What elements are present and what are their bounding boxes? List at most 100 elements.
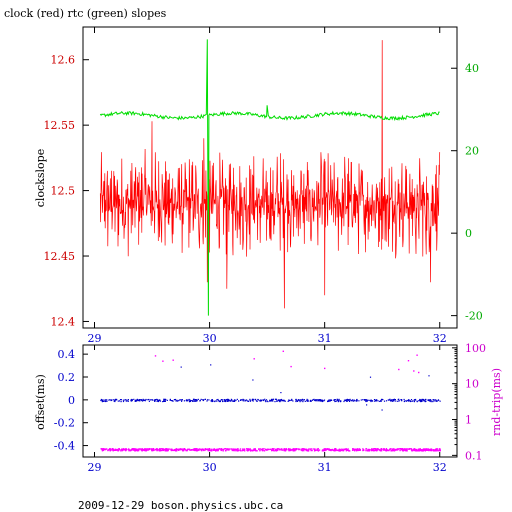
- offset-point: [306, 398, 308, 400]
- rnd-trip-point: [144, 448, 147, 450]
- rnd-trip-point: [103, 448, 105, 451]
- offset-point: [289, 400, 291, 402]
- rnd-trip-point: [117, 448, 120, 450]
- rnd-trip-point: [260, 448, 262, 451]
- offset-point: [260, 400, 262, 402]
- rnd-trip-point: [171, 448, 173, 450]
- offset-point: [139, 400, 141, 402]
- rnd-trip-point: [189, 449, 191, 451]
- offset-point: [343, 400, 345, 403]
- rnd-trip-point: [132, 448, 134, 451]
- bottom-right-axis: 0.1 1 10 100: [452, 342, 486, 462]
- rnd-trip-point: [434, 449, 436, 452]
- offset-point: [149, 399, 151, 401]
- rnd-trip-point: [340, 449, 342, 451]
- rnd-trip-point: [159, 448, 161, 450]
- rnd-trip-point: [194, 448, 197, 450]
- rnd-trip-point: [143, 448, 145, 450]
- offset-point: [180, 399, 182, 401]
- rnd-trip-point: [343, 448, 345, 450]
- rnd-trip-point: [120, 450, 122, 452]
- offset-point: [280, 400, 282, 402]
- offset-point: [406, 399, 408, 402]
- offset-point: [155, 399, 157, 401]
- offset-point: [432, 401, 434, 403]
- top-x-tick-label: 29: [88, 332, 102, 345]
- offset-point: [102, 399, 104, 401]
- rnd-trip-point: [283, 449, 285, 452]
- offset-point: [127, 400, 129, 402]
- rnd-trip-point: [196, 448, 198, 450]
- offset-point: [295, 400, 297, 403]
- rnd-trip-point: [323, 449, 326, 452]
- rnd-trip-point: [359, 449, 361, 451]
- rnd-trip-point: [211, 448, 213, 450]
- bottom-left-tick-label: 0.2: [58, 371, 76, 384]
- rnd-trip-point: [346, 448, 348, 451]
- rnd-trip-point: [246, 448, 248, 450]
- rnd-trip-point: [339, 449, 342, 452]
- offset-point: [126, 400, 128, 402]
- rnd-trip-point: [423, 449, 425, 451]
- rnd-trip-point: [172, 449, 174, 451]
- offset-point: [212, 399, 214, 402]
- rnd-trip-point: [113, 449, 115, 451]
- offset-point: [269, 400, 271, 402]
- rnd-trip-point: [394, 448, 396, 450]
- offset-point: [114, 400, 116, 403]
- offset-point: [345, 399, 347, 401]
- rnd-trip-point: [315, 449, 317, 451]
- offset-point: [152, 399, 154, 401]
- offset-point: [265, 401, 267, 403]
- offset-point: [139, 399, 141, 401]
- offset-point: [376, 399, 378, 401]
- rnd-trip-point: [328, 449, 330, 451]
- offset-point: [212, 400, 214, 402]
- rnd-trip-point: [102, 448, 104, 450]
- offset-point: [379, 400, 381, 402]
- offset-point: [266, 400, 268, 402]
- rnd-trip-point: [352, 448, 355, 450]
- rnd-trip-point: [305, 448, 307, 451]
- offset-point: [163, 400, 165, 402]
- offset-point: [262, 399, 264, 401]
- rnd-trip-point: [194, 449, 197, 451]
- rnd-trip-point: [339, 448, 341, 451]
- bottom-left-tick-label: -0.2: [54, 417, 75, 430]
- rnd-trip-point: [134, 449, 137, 451]
- rnd-trip-point: [338, 448, 341, 450]
- rnd-trip-point: [253, 448, 255, 450]
- rnd-trip-point: [437, 450, 439, 452]
- offset-point: [142, 400, 144, 402]
- rnd-trip-point: [187, 448, 189, 451]
- rnd-trip-point: [180, 448, 182, 451]
- rnd-trip-point: [115, 449, 117, 451]
- rnd-trip-point: [201, 448, 204, 451]
- offset-point: [376, 399, 378, 402]
- offset-point: [125, 400, 127, 402]
- rnd-trip-point: [407, 360, 410, 362]
- rnd-trip-point: [324, 367, 326, 370]
- offset-point: [401, 400, 403, 402]
- rnd-trip-point: [223, 448, 225, 450]
- offset-point: [225, 400, 227, 402]
- rnd-trip-point: [314, 449, 316, 451]
- offset-point: [246, 400, 248, 402]
- rnd-trip-point: [192, 449, 195, 451]
- rnd-trip-point: [421, 449, 424, 451]
- offset-point: [196, 399, 198, 401]
- offset-point: [164, 398, 166, 400]
- rnd-trip-point: [269, 448, 272, 450]
- rnd-trip-point: [254, 448, 256, 450]
- rnd-trip-point: [186, 449, 188, 452]
- offset-point: [329, 400, 331, 402]
- rnd-trip-point: [424, 450, 426, 452]
- rnd-trip-point: [420, 449, 422, 451]
- offset-point: [274, 401, 276, 403]
- rnd-trip-point: [294, 449, 296, 451]
- rnd-trip-point: [166, 450, 169, 452]
- rnd-trip-point: [334, 448, 336, 450]
- rnd-trip-point: [429, 449, 432, 452]
- rnd-trip-point: [106, 448, 108, 450]
- offset-point: [133, 398, 135, 400]
